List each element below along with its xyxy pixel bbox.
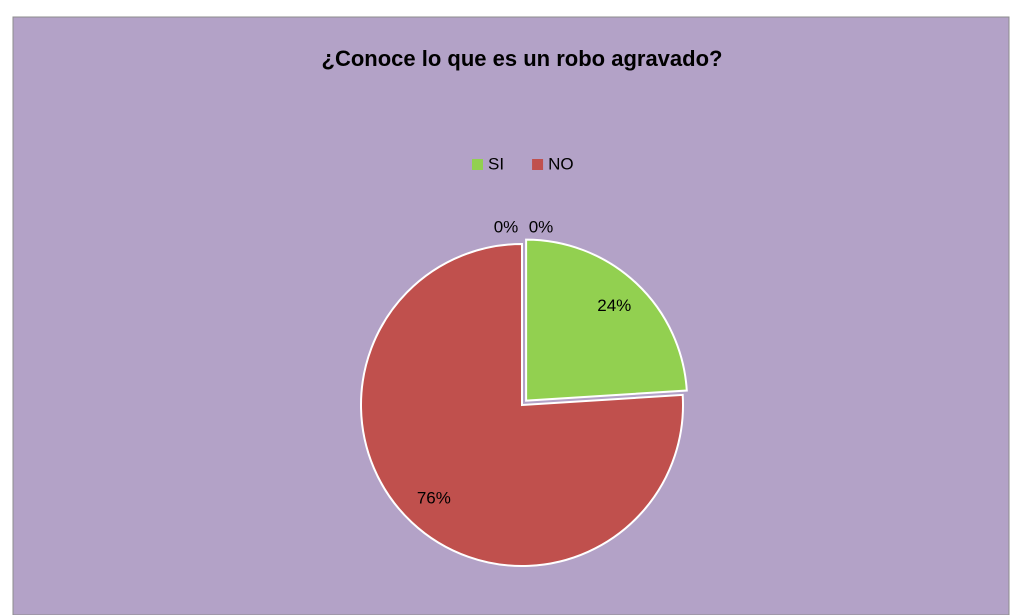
pie-slice	[360, 242, 684, 567]
legend-label: SI	[488, 154, 504, 173]
data-label: 76%	[417, 488, 451, 507]
data-label: 0%	[494, 217, 519, 236]
pie-slice	[525, 238, 688, 402]
legend-swatch	[532, 159, 544, 170]
chart-title: ¿Conoce lo que es un robo agravado?	[322, 46, 723, 71]
legend-swatch	[472, 159, 483, 170]
data-label: 0%	[529, 217, 554, 236]
data-label: 24%	[597, 296, 631, 315]
legend-label: NO	[548, 154, 574, 173]
